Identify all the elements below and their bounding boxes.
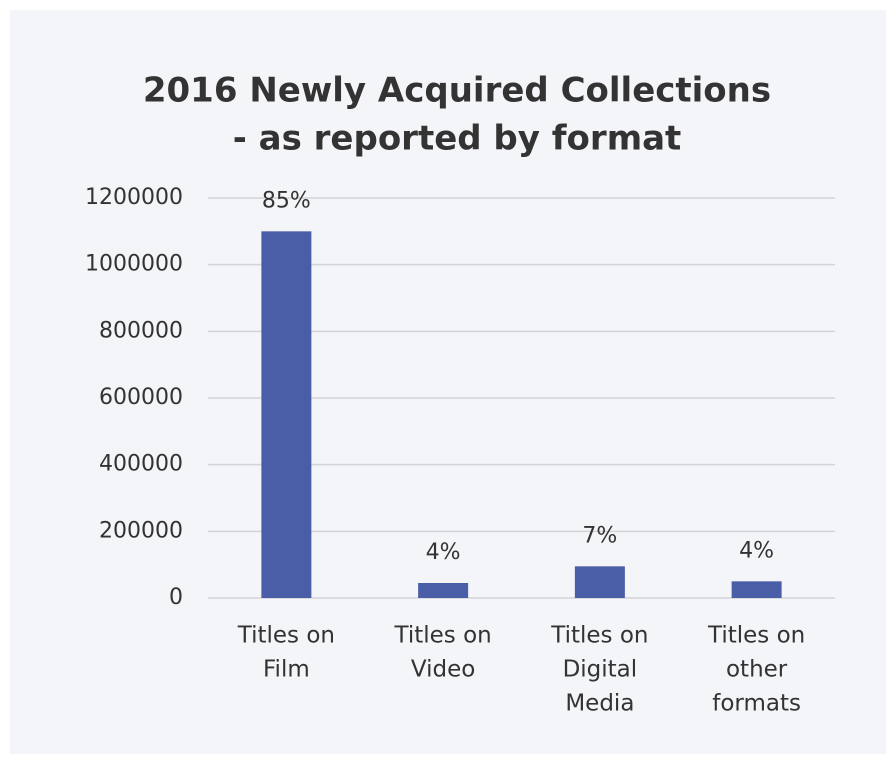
x-tick-label: Titles on	[394, 623, 492, 649]
chart-background	[10, 10, 886, 754]
y-tick-label: 400000	[99, 452, 183, 477]
data-label: 4%	[739, 538, 774, 563]
bar	[574, 566, 625, 598]
bar	[261, 231, 312, 599]
x-tick-label: Titles on	[707, 623, 805, 649]
x-tick-label: Video	[411, 657, 475, 683]
data-label: 85%	[262, 188, 311, 213]
y-tick-label: 1000000	[85, 252, 183, 277]
chart-title: 2016 Newly Acquired Collections	[143, 71, 771, 111]
data-label: 7%	[582, 523, 617, 548]
chart-title: - as reported by format	[233, 119, 682, 159]
y-tick-label: 1200000	[85, 185, 183, 210]
x-tick-label: other	[726, 657, 788, 683]
x-tick-label: Digital	[563, 657, 638, 683]
x-tick-label: Titles on	[237, 623, 335, 649]
y-tick-label: 800000	[99, 318, 183, 343]
bar	[731, 581, 782, 598]
x-tick-label: formats	[712, 691, 801, 717]
y-tick-label: 200000	[99, 518, 183, 543]
bar	[418, 583, 469, 598]
y-tick-label: 600000	[99, 385, 183, 410]
x-tick-label: Film	[263, 657, 310, 683]
y-tick-label: 0	[169, 585, 183, 610]
data-label: 4%	[426, 540, 461, 565]
x-tick-label: Media	[565, 691, 634, 717]
x-tick-label: Titles on	[550, 623, 648, 649]
